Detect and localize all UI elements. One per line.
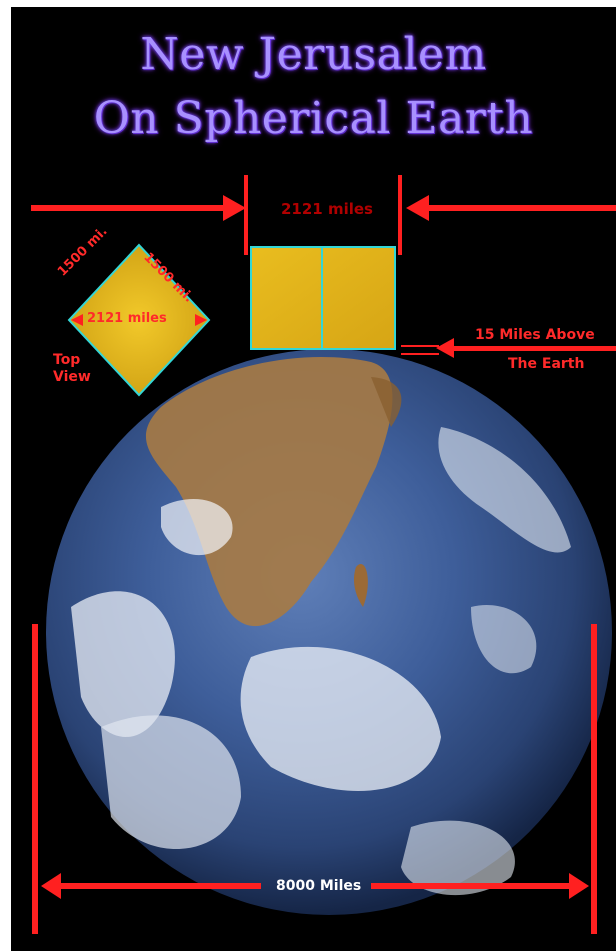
height-above-arrow <box>401 338 616 358</box>
diagonal-arrow <box>71 314 207 326</box>
city-side-view <box>250 246 396 350</box>
top-view-label: Top View <box>53 352 91 385</box>
top-width-arrows <box>31 175 616 255</box>
diagonal-label: 2121 miles <box>87 311 167 326</box>
height-above-label-line1: 15 Miles Above <box>475 327 595 343</box>
earth-diameter-arrows <box>32 624 597 934</box>
earth-globe <box>46 349 612 915</box>
title-line-2: On Spherical Earth <box>93 93 534 144</box>
africa-landmass <box>145 357 393 627</box>
title-line-1: New Jerusalem <box>140 29 487 80</box>
diagram-graphics <box>31 175 616 934</box>
top-width-label: 2121 miles <box>281 200 373 218</box>
city-top-view <box>67 243 211 397</box>
diagram-canvas: New Jerusalem On Spherical Earth <box>11 7 616 951</box>
earth-diameter-label: 8000 Miles <box>276 878 362 894</box>
height-above-label-line2: The Earth <box>508 356 585 372</box>
madagascar-landmass <box>353 564 368 607</box>
